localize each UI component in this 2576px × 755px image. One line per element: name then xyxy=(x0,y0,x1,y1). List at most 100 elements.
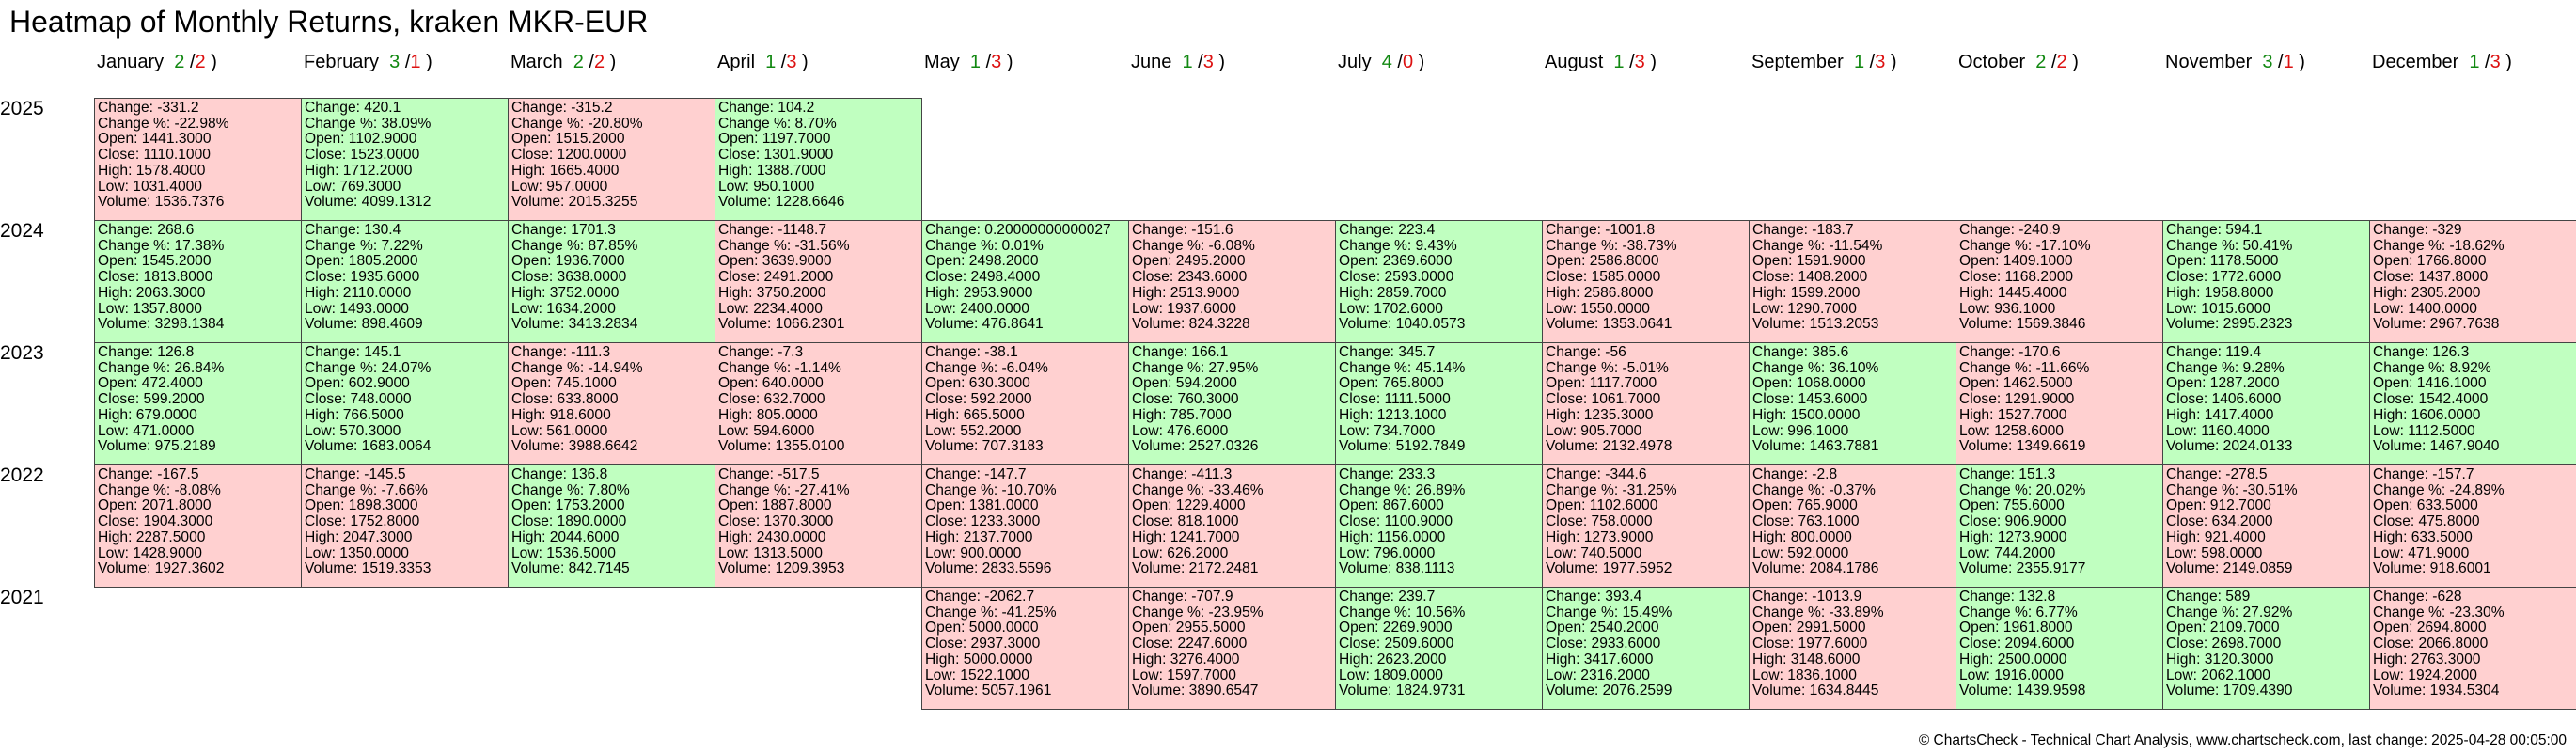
cell-high: High: 1241.7000 xyxy=(1132,528,1240,545)
month-name: May xyxy=(924,52,970,72)
year-label-2021: 2021 xyxy=(0,587,44,608)
cell-high: High: 1273.9000 xyxy=(1959,528,2067,545)
cell-volume: Volume: 1463.7881 xyxy=(1752,438,1879,455)
count-separator: / xyxy=(1391,52,1403,72)
cell-high: High: 1500.0000 xyxy=(1752,406,1861,423)
cell-volume: Volume: 2172.2481 xyxy=(1132,560,1259,577)
up-count: 3 xyxy=(389,52,401,72)
down-count: 3 xyxy=(991,52,1002,72)
cell-change-pct: Change %: -6.04% xyxy=(925,359,1048,376)
cell-volume: Volume: 1824.9731 xyxy=(1339,683,1466,700)
down-count: 2 xyxy=(2056,52,2067,72)
cell-close: Close: 632.7000 xyxy=(718,391,825,408)
cell-close: Close: 2698.7000 xyxy=(2166,636,2282,653)
cell-change-pct: Change %: -8.08% xyxy=(98,481,221,498)
heatmap-cell-2021-july: Change: 239.7 Change %: 10.56% Open: 2269.… xyxy=(1335,587,1543,710)
cell-volume: Volume: 707.3183 xyxy=(925,438,1044,455)
cell-change: Change: 223.4 xyxy=(1339,222,1436,238)
heatmap-cell-2024-november: Change: 594.1 Change %: 50.41% Open: 1178.… xyxy=(2162,220,2370,343)
cell-change-pct: Change %: -41.25% xyxy=(925,604,1057,621)
heatmap-cell-2023-january: Change: 126.8 Change %: 26.84% Open: 472.4… xyxy=(94,342,302,465)
cell-low: Low: 1015.6000 xyxy=(2166,300,2270,317)
cell-change-pct: Change %: 17.38% xyxy=(98,237,225,254)
cell-high: High: 2287.5000 xyxy=(98,528,206,545)
cell-high: High: 1445.4000 xyxy=(1959,284,2067,301)
cell-volume: Volume: 1977.5952 xyxy=(1546,560,1673,577)
heatmap-cell-2023-november: Change: 119.4 Change %: 9.28% Open: 1287.2… xyxy=(2162,342,2370,465)
cell-high: High: 633.5000 xyxy=(2373,528,2473,545)
cell-change: Change: -145.5 xyxy=(305,466,406,482)
cell-change-pct: Change %: -24.89% xyxy=(2373,481,2505,498)
year-label-2025: 2025 xyxy=(0,98,44,119)
cell-open: Open: 1898.3000 xyxy=(305,497,418,514)
heatmap-cell-2022-july: Change: 233.3 Change %: 26.89% Open: 867.6… xyxy=(1335,464,1543,588)
cell-close: Close: 634.2000 xyxy=(2166,513,2273,530)
cell-close: Close: 758.0000 xyxy=(1546,513,1653,530)
cell-close: Close: 599.2000 xyxy=(98,391,205,408)
cell-volume: Volume: 2833.5596 xyxy=(925,560,1052,577)
cell-change: Change: 104.2 xyxy=(718,100,815,116)
cell-volume: Volume: 3890.6547 xyxy=(1132,683,1259,700)
heatmap-cell-2023-december: Change: 126.3 Change %: 8.92% Open: 1416.1… xyxy=(2369,342,2576,465)
month-name: November xyxy=(2165,52,2263,72)
cell-volume: Volume: 1536.7376 xyxy=(98,194,225,211)
cell-volume: Volume: 1634.8445 xyxy=(1752,683,1879,700)
cell-open: Open: 472.4000 xyxy=(98,375,203,392)
cell-change: Change: -628 xyxy=(2373,589,2462,605)
heatmap-cell-2022-september: Change: -2.8 Change %: -0.37% Open: 765.90… xyxy=(1749,464,1956,588)
cell-change: Change: -157.7 xyxy=(2373,466,2474,482)
cell-high: High: 2623.2000 xyxy=(1339,651,1447,668)
heatmap-cell-2021-august: Change: 393.4 Change %: 15.49% Open: 2540.… xyxy=(1542,587,1750,710)
cell-low: Low: 1350.0000 xyxy=(305,544,409,561)
cell-high: High: 2044.6000 xyxy=(511,528,620,545)
cell-open: Open: 745.1000 xyxy=(511,375,617,392)
heatmap-cell-2022-november: Change: -278.5 Change %: -30.51% Open: 912… xyxy=(2162,464,2370,588)
cell-low: Low: 626.2000 xyxy=(1132,544,1229,561)
footer-credit: © ChartsCheck - Technical Chart Analysis… xyxy=(1918,732,2567,748)
count-separator: / xyxy=(2272,52,2284,72)
cell-close: Close: 1110.1000 xyxy=(98,147,211,164)
down-count: 2 xyxy=(195,52,206,72)
cell-change: Change: -315.2 xyxy=(511,100,613,116)
cell-change-pct: Change %: 8.70% xyxy=(718,115,837,132)
cell-low: Low: 570.3000 xyxy=(305,422,401,439)
down-count: 2 xyxy=(593,52,605,72)
cell-volume: Volume: 476.8641 xyxy=(925,316,1044,333)
cell-open: Open: 1753.2000 xyxy=(511,497,625,514)
down-count: 3 xyxy=(786,52,797,72)
cell-open: Open: 1462.5000 xyxy=(1959,375,2073,392)
cell-change: Change: 420.1 xyxy=(305,100,401,116)
count-close: ) xyxy=(605,52,617,72)
cell-close: Close: 1200.0000 xyxy=(511,147,627,164)
count-close: ) xyxy=(2293,52,2305,72)
heatmap-cell-2024-march: Change: 1701.3 Change %: 87.85% Open: 1936… xyxy=(508,220,715,343)
cell-volume: Volume: 1683.0064 xyxy=(305,438,432,455)
cell-change: Change: 0.20000000000027 xyxy=(925,222,1111,238)
cell-low: Low: 1634.2000 xyxy=(511,300,616,317)
cell-volume: Volume: 2995.2323 xyxy=(2166,316,2293,333)
up-count: 2 xyxy=(174,52,185,72)
cell-low: Low: 734.7000 xyxy=(1339,422,1436,439)
cell-volume: Volume: 2024.0133 xyxy=(2166,438,2293,455)
heatmap-cell-2024-july: Change: 223.4 Change %: 9.43% Open: 2369.6… xyxy=(1335,220,1543,343)
cell-low: Low: 900.0000 xyxy=(925,544,1022,561)
cell-change-pct: Change %: -7.66% xyxy=(305,481,428,498)
heatmap-cell-2022-january: Change: -167.5 Change %: -8.08% Open: 2071… xyxy=(94,464,302,588)
cell-high: High: 1417.4000 xyxy=(2166,406,2274,423)
cell-change: Change: -167.5 xyxy=(98,466,199,482)
heatmap-cell-2023-october: Change: -170.6 Change %: -11.66% Open: 146… xyxy=(1956,342,2163,465)
cell-volume: Volume: 5192.7849 xyxy=(1339,438,1466,455)
cell-open: Open: 1545.2000 xyxy=(98,253,212,270)
cell-change-pct: Change %: -23.30% xyxy=(2373,604,2505,621)
heatmap-cell-2024-december: Change: -329 Change %: -18.62% Open: 1766.… xyxy=(2369,220,2576,343)
cell-low: Low: 769.3000 xyxy=(305,178,401,195)
cell-volume: Volume: 1040.0573 xyxy=(1339,316,1466,333)
cell-open: Open: 2369.6000 xyxy=(1339,253,1453,270)
cell-low: Low: 552.2000 xyxy=(925,422,1022,439)
cell-low: Low: 1290.7000 xyxy=(1752,300,1857,317)
cell-change: Change: -151.6 xyxy=(1132,222,1233,238)
cell-open: Open: 2269.9000 xyxy=(1339,620,1453,637)
cell-open: Open: 1178.5000 xyxy=(2166,253,2279,270)
cell-volume: Volume: 1467.9040 xyxy=(2373,438,2500,455)
cell-change: Change: -1013.9 xyxy=(1752,589,1862,605)
